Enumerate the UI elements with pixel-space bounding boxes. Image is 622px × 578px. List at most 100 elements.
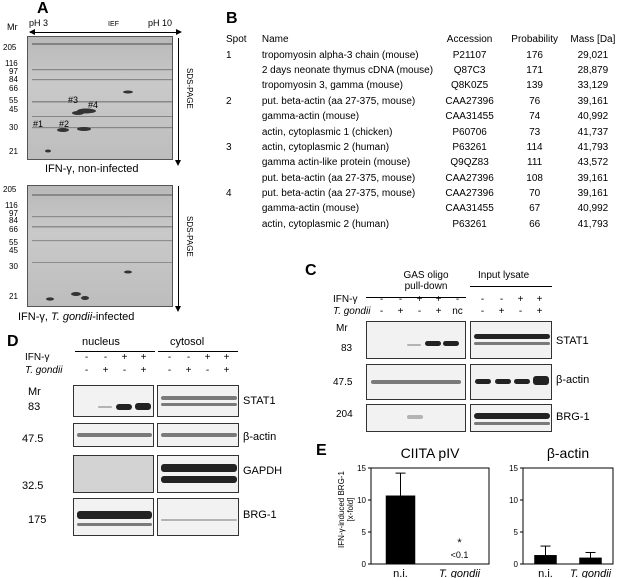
table-row: put. beta-actin (aa 27-375, mouse) CAA273…: [226, 171, 622, 186]
table-cell: 43,572: [577, 157, 609, 169]
table-row: 2 put. beta-actin (aa 27-375, mouse) CAA27…: [226, 94, 622, 109]
y-tick-label: 0: [362, 560, 367, 569]
ph-right: pH 10: [148, 18, 173, 28]
table-cell: [226, 201, 262, 216]
table-cell: 67: [529, 203, 541, 215]
d-ifn-cyt-2: -: [186, 352, 191, 363]
d-stat1-label: STAT1: [243, 395, 276, 407]
bar: [534, 555, 557, 564]
mr-label: Mr: [7, 22, 18, 32]
marker2-84: 84: [9, 216, 18, 225]
category-label: n.i.: [538, 568, 553, 578]
spot-2-label: #2: [59, 119, 70, 129]
table-cell: [226, 217, 262, 232]
c-tg-pd-4: +: [435, 306, 442, 317]
chart-ciita-piv: CIITA pIV 0 5 10 15 n.i. T. gondii *<0.1: [357, 445, 490, 578]
table-cell: put. beta-actin (aa 27-375, mouse): [261, 188, 416, 200]
c-tg-in-1: -: [480, 306, 485, 317]
c-ifn-label: IFN-γ: [333, 294, 358, 305]
c-ifn-lanes-pd: - - + + -: [372, 294, 467, 305]
table-header-cell: Accession: [446, 34, 493, 46]
d-tg-nuc-4: +: [140, 365, 147, 376]
marker2-97: 97: [9, 209, 18, 218]
marker-21: 21: [9, 147, 18, 156]
c-ifn-pd-2: -: [398, 294, 403, 305]
table-cell: 29,021: [577, 49, 609, 61]
c-ifn-pd-3: +: [416, 294, 423, 305]
table-cell: 176: [526, 49, 543, 61]
gel2-caption: IFN-γ, T. gondii-infected: [18, 311, 134, 323]
table-row: gamma-actin (mouse) CAA31455 74 40,992: [226, 109, 622, 124]
c-brg1-input-blot: [470, 404, 552, 432]
d-brg1-nucleus-blot: [73, 498, 154, 536]
table-row: gamma-actin (mouse) CAA31455 67 40,992: [226, 201, 622, 216]
d-ifn-cyt-1: -: [167, 352, 172, 363]
table-cell: CAA27396: [445, 188, 494, 200]
d-actin-nucleus-blot: [73, 423, 154, 447]
gel2-caption-pre: IFN-γ,: [18, 311, 51, 323]
bar: [579, 557, 602, 564]
marker-55: 55: [9, 96, 18, 105]
c-mr-label: Mr: [336, 323, 348, 334]
table-cell: [226, 124, 262, 139]
c-ifn-in-3: +: [517, 294, 524, 305]
c-tg-pd-1: -: [379, 306, 384, 317]
panel-e-letter: E: [316, 442, 327, 459]
table-cell: P60706: [452, 126, 487, 138]
d-ifn-label: IFN-γ: [25, 352, 50, 363]
d-ifn-lanes-cyt: - - + +: [160, 352, 236, 363]
d-brg1-cytosol-blot: [157, 498, 239, 536]
c-tg-lanes-pd: - + - + nc: [372, 306, 467, 317]
plot-frame: [522, 467, 614, 565]
panel-a-letter: A: [37, 0, 49, 17]
c-ifn-lanes-in: - - + +: [473, 294, 549, 305]
table-row: 4 put. beta-actin (aa 27-375, mouse) CAA27…: [226, 186, 622, 201]
d-nucleus-label: nucleus: [82, 336, 120, 348]
table-row: tropomyosin 3, gamma (mouse) Q8K0Z5 139 33,…: [226, 78, 622, 93]
y-tick-label: 10: [509, 496, 518, 505]
marker2-55: 55: [9, 238, 18, 247]
c-ifn-pd-5: -: [455, 294, 460, 305]
table-header-cell: Spot: [226, 34, 247, 46]
d-tg-cyt-3: -: [205, 365, 210, 376]
table-cell: actin, cytoplasmic 1 (chicken): [261, 126, 393, 138]
c-tg-label: T. gondii: [333, 306, 371, 317]
d-mr-label: Mr: [28, 386, 41, 398]
d-gapdh-label: GAPDH: [243, 465, 283, 477]
panel-d-letter: D: [7, 333, 19, 350]
c-ifn-in-1: -: [480, 294, 485, 305]
table-cell: 66: [529, 218, 541, 230]
table-cell: 40,992: [577, 203, 609, 215]
d-actin-label: β-actin: [243, 431, 277, 443]
d-ifn-nuc-4: +: [140, 352, 147, 363]
table-header-cell: Probability: [511, 34, 558, 46]
marker-45: 45: [9, 105, 18, 114]
table-cell: 111: [527, 157, 543, 169]
d-tg-label: T. gondii: [25, 365, 63, 376]
table-cell: Q9QZ83: [450, 157, 489, 169]
gel-tgondii-infected: [27, 185, 173, 307]
pulldown-label-line1: GAS oligo: [403, 270, 449, 281]
table-cell: actin, cytoplasmic 2 (human): [261, 218, 390, 230]
spot-4-label: #4: [88, 100, 99, 110]
c-actin-pulldown-blot: [366, 364, 466, 400]
c-tg-in-3: -: [518, 306, 523, 317]
d-tg-lanes-cyt: - + - +: [160, 365, 236, 376]
table-cell: Q8K0Z5: [450, 80, 489, 92]
table-cell: 3: [226, 141, 232, 153]
table-cell: put. beta-actin (aa 27-375, mouse): [261, 95, 416, 107]
panel-b-letter: B: [226, 10, 238, 27]
table-cell: P63261: [452, 218, 487, 230]
table-row: actin, cytoplasmic 2 (human) P63261 66 41,7…: [226, 217, 622, 232]
panel-c-letter: C: [305, 262, 317, 279]
input-lysate-label: Input lysate: [478, 270, 530, 281]
c-ifn-in-4: +: [536, 294, 543, 305]
table-cell: 4: [226, 188, 232, 200]
pulldown-underline: [366, 297, 466, 298]
category-label: T. gondii: [570, 568, 612, 578]
c-stat1-pulldown-blot: [366, 321, 466, 359]
gel-non-infected: [27, 36, 173, 160]
table-row: 3 actin, cytoplasmic 2 (human) P63261 114 41…: [226, 140, 622, 155]
gel2-caption-species: T. gondii: [51, 311, 93, 323]
c-stat1-input-blot: [470, 321, 552, 359]
